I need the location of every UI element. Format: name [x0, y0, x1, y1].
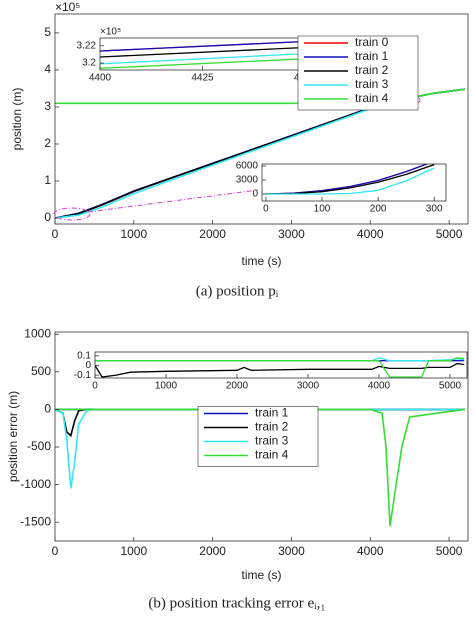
- legend-label: train 1: [355, 49, 389, 63]
- x-tick-label: 0: [52, 227, 59, 241]
- x-tick-label: 1000: [120, 544, 147, 558]
- y-tick-label: 0: [44, 210, 51, 224]
- x-tick-label: 3000: [278, 227, 305, 241]
- x-tick-label: 300: [426, 204, 443, 215]
- y-tick-label: 6000: [236, 161, 259, 172]
- caption: (a) position pᵢ: [196, 283, 279, 299]
- axes-box: [261, 163, 447, 202]
- x-tick-label: 0: [52, 544, 59, 558]
- caption: (b) position tracking error eᵢ,₁: [148, 595, 325, 611]
- y-tick-label: 3: [44, 99, 51, 113]
- y-tick-label: -500: [27, 439, 51, 453]
- legend-label: train 3: [355, 77, 389, 91]
- x-tick-label: 5000: [436, 227, 463, 241]
- x-tick-label: 1000: [120, 227, 147, 241]
- x-tick-label: 2000: [199, 227, 226, 241]
- series-line: [100, 40, 305, 52]
- plot: [55, 408, 465, 527]
- zoom-ellipse: [53, 207, 91, 221]
- legend-label: train 0: [355, 35, 389, 49]
- y-tick-label: 4: [44, 62, 51, 76]
- legend-box: [197, 406, 319, 467]
- y-tick-label: 1: [44, 173, 51, 187]
- y-tick-label: 0.1: [77, 350, 91, 361]
- x-tick-label: 4000: [357, 227, 384, 241]
- plot-area: [262, 164, 446, 201]
- legend-label: train 2: [255, 420, 289, 434]
- x-tick-label: 4000: [368, 381, 391, 392]
- axes-box: [54, 13, 469, 225]
- y-tick-label: -1500: [20, 514, 51, 528]
- y-scale-label: ×10⁵: [100, 27, 121, 38]
- plot: [265, 164, 435, 195]
- y-tick-label: 500: [31, 364, 51, 378]
- series-line: [95, 362, 465, 378]
- x-tick-label: 0: [92, 381, 98, 392]
- x-tick-label: 100: [314, 204, 331, 215]
- y-axis-label: position (m): [10, 88, 24, 151]
- plot: [95, 357, 465, 378]
- y-scale-label: ×10⁵: [55, 0, 80, 14]
- y-tick-label: 5: [44, 25, 51, 39]
- x-tick-label: 1000: [155, 381, 178, 392]
- x-tick-label: 2000: [226, 381, 249, 392]
- plot-area: [95, 352, 467, 378]
- series-line: [100, 52, 305, 65]
- legend-label: train 3: [255, 434, 289, 448]
- legend-label: train 2: [355, 63, 389, 77]
- x-tick-label: 4425: [191, 73, 214, 84]
- x-tick-label: 2000: [199, 544, 226, 558]
- x-tick-label: 5000: [439, 381, 462, 392]
- y-tick-label: 0: [252, 189, 258, 200]
- y-tick-label: 3000: [236, 175, 259, 186]
- axes-box: [54, 331, 469, 542]
- plot: [100, 40, 305, 69]
- x-tick-label: 200: [370, 204, 387, 215]
- x-tick-label: 4000: [357, 544, 384, 558]
- y-tick-label: 3.22: [77, 40, 97, 51]
- x-tick-label: 3000: [297, 381, 320, 392]
- legend-box: [297, 35, 419, 111]
- x-tick-label: 0: [263, 204, 269, 215]
- legend-label: train 4: [355, 91, 389, 105]
- zoom-arrow: [87, 189, 259, 213]
- x-tick-label: 5000: [436, 544, 463, 558]
- y-tick-label: -0.1: [74, 370, 92, 381]
- series-line: [55, 408, 465, 527]
- y-tick-label: 3.2: [82, 58, 96, 69]
- x-axis-label: time (s): [242, 568, 282, 582]
- y-tick-label: 0: [85, 360, 91, 371]
- series-line: [95, 357, 465, 378]
- y-tick-label: 0: [44, 402, 51, 416]
- axes-box: [94, 351, 468, 379]
- y-tick-label: -1000: [20, 477, 51, 491]
- x-axis-label: time (s): [242, 254, 282, 268]
- x-tick-label: 3000: [278, 544, 305, 558]
- series-line: [100, 46, 305, 58]
- y-tick-label: 1000: [24, 326, 51, 340]
- y-tick-label: 2: [44, 136, 51, 150]
- series-line: [100, 58, 305, 69]
- legend-label: train 1: [255, 406, 289, 420]
- legend-label: train 4: [255, 448, 289, 462]
- series-line: [265, 167, 435, 195]
- x-tick-label: 4400: [89, 73, 112, 84]
- y-axis-label: position error (m): [6, 391, 20, 482]
